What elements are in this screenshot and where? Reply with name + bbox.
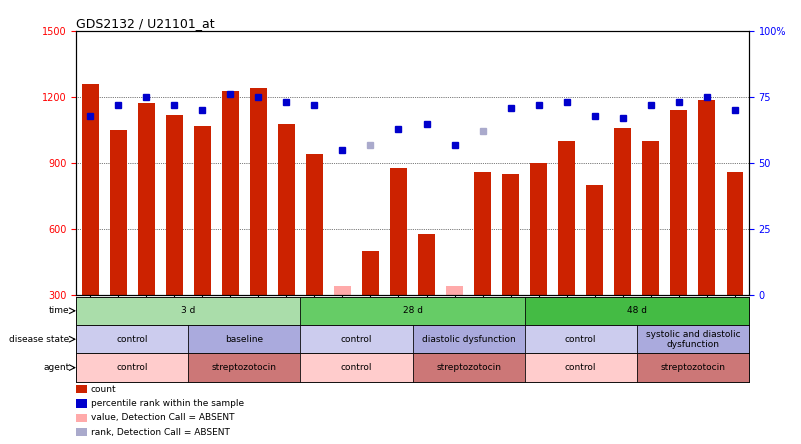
Bar — [418, 234, 435, 295]
Text: time: time — [49, 306, 70, 315]
Bar — [334, 286, 351, 295]
Bar — [194, 126, 211, 295]
Text: 48 d: 48 d — [627, 306, 646, 315]
Bar — [76, 414, 87, 422]
Bar — [76, 385, 87, 393]
Bar — [670, 111, 687, 295]
Text: control: control — [340, 363, 372, 372]
Bar — [300, 325, 413, 353]
Text: percentile rank within the sample: percentile rank within the sample — [91, 399, 244, 408]
Bar — [76, 353, 188, 382]
Bar — [76, 297, 300, 325]
Text: diastolic dysfunction: diastolic dysfunction — [421, 335, 516, 344]
Bar — [306, 155, 323, 295]
Bar — [614, 128, 631, 295]
Bar — [525, 325, 637, 353]
Text: 28 d: 28 d — [403, 306, 422, 315]
Bar — [250, 88, 267, 295]
Text: baseline: baseline — [225, 335, 264, 344]
Bar — [502, 174, 519, 295]
Text: control: control — [565, 335, 597, 344]
Bar — [76, 400, 87, 408]
Text: control: control — [116, 335, 148, 344]
Text: streptozotocin: streptozotocin — [436, 363, 501, 372]
Bar — [362, 251, 379, 295]
Bar — [525, 353, 637, 382]
Bar — [525, 297, 749, 325]
Bar — [390, 167, 407, 295]
Text: systolic and diastolic
dysfunction: systolic and diastolic dysfunction — [646, 329, 740, 349]
Text: 3 d: 3 d — [181, 306, 195, 315]
Bar — [82, 84, 99, 295]
Text: control: control — [565, 363, 597, 372]
Text: control: control — [116, 363, 148, 372]
Text: agent: agent — [43, 363, 70, 372]
Bar — [300, 297, 525, 325]
Bar — [413, 325, 525, 353]
Bar — [530, 163, 547, 295]
Bar — [278, 123, 295, 295]
Text: streptozotocin: streptozotocin — [211, 363, 277, 372]
Bar — [188, 353, 300, 382]
Bar — [727, 172, 743, 295]
Bar — [698, 100, 715, 295]
Bar — [474, 172, 491, 295]
Text: control: control — [340, 335, 372, 344]
Bar — [642, 141, 659, 295]
Bar — [222, 91, 239, 295]
Text: value, Detection Call = ABSENT: value, Detection Call = ABSENT — [91, 413, 235, 422]
Bar — [76, 325, 188, 353]
Text: count: count — [91, 385, 116, 393]
Bar — [300, 353, 413, 382]
Text: disease state: disease state — [9, 335, 70, 344]
Text: GDS2132 / U21101_at: GDS2132 / U21101_at — [76, 17, 215, 30]
Bar — [637, 353, 749, 382]
Bar — [138, 103, 155, 295]
Bar — [637, 325, 749, 353]
Bar — [413, 353, 525, 382]
Bar — [110, 130, 127, 295]
Bar — [446, 286, 463, 295]
Bar — [188, 325, 300, 353]
Bar — [76, 428, 87, 436]
Bar — [166, 115, 183, 295]
Text: rank, Detection Call = ABSENT: rank, Detection Call = ABSENT — [91, 428, 230, 437]
Bar — [558, 141, 575, 295]
Bar — [586, 185, 603, 295]
Text: streptozotocin: streptozotocin — [660, 363, 726, 372]
